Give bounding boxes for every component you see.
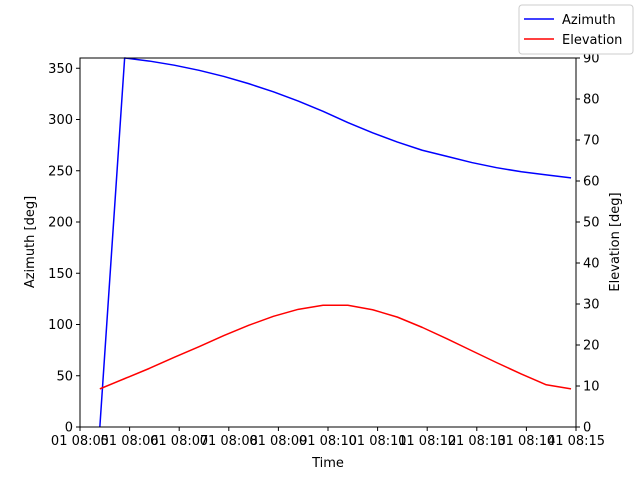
x-tick-label: 01 08:08: [200, 434, 258, 449]
y-left-tick-label: 300: [48, 113, 73, 128]
y-right-axis-ticks: 0 10 20 30 40 50 60 70 80 90: [576, 52, 600, 436]
legend-frame: [518, 4, 634, 55]
y-right-tick-label: 50: [583, 216, 600, 231]
y-left-tick-label: 350: [48, 62, 73, 77]
y-right-tick-label: 90: [583, 52, 600, 67]
x-tick-label: 01 08:12: [398, 434, 456, 449]
x-tick-label: 01 08:13: [448, 434, 506, 449]
series-line-elevation: [99, 304, 572, 390]
x-tick-label: 01 08:11: [349, 434, 407, 449]
y-left-tick-label: 200: [48, 216, 73, 231]
y-left-tick-label: 250: [48, 164, 73, 179]
x-axis-label: Time: [311, 456, 344, 471]
y-right-tick-label: 20: [583, 339, 600, 354]
y-right-tick-label: 10: [583, 380, 600, 395]
x-tick-label: 01 08:09: [249, 434, 307, 449]
y-left-axis-label: Azimuth [deg]: [23, 196, 38, 288]
y-left-tick-label: 0: [65, 421, 73, 436]
series-layer: [99, 57, 572, 428]
y-right-tick-label: 80: [583, 93, 600, 108]
plot-area: [80, 58, 576, 427]
x-tick-label: 01 08:07: [150, 434, 208, 449]
y-left-axis-ticks: 0 50 100 150 200 250 300 350: [48, 62, 80, 436]
x-tick-label: 01 08:10: [299, 434, 357, 449]
x-tick-label: 01 08:14: [497, 434, 555, 449]
legend: Azimuth Elevation: [518, 4, 634, 55]
x-tick-label: 01 08:05: [51, 434, 109, 449]
y-right-tick-label: 0: [583, 421, 591, 436]
y-right-axis-label: Elevation [deg]: [608, 192, 623, 291]
x-tick-label: 01 08:15: [547, 434, 605, 449]
x-tick-label: 01 08:06: [101, 434, 159, 449]
series-line-azimuth: [99, 57, 572, 428]
legend-label-azimuth: Azimuth: [562, 13, 616, 28]
y-left-tick-label: 100: [48, 318, 73, 333]
legend-label-elevation: Elevation: [562, 33, 622, 48]
y-right-tick-label: 30: [583, 298, 600, 313]
y-right-tick-label: 40: [583, 257, 600, 272]
y-left-tick-label: 50: [56, 369, 73, 384]
y-left-tick-label: 150: [48, 267, 73, 282]
y-right-tick-label: 70: [583, 134, 600, 149]
y-right-tick-label: 60: [583, 175, 600, 190]
